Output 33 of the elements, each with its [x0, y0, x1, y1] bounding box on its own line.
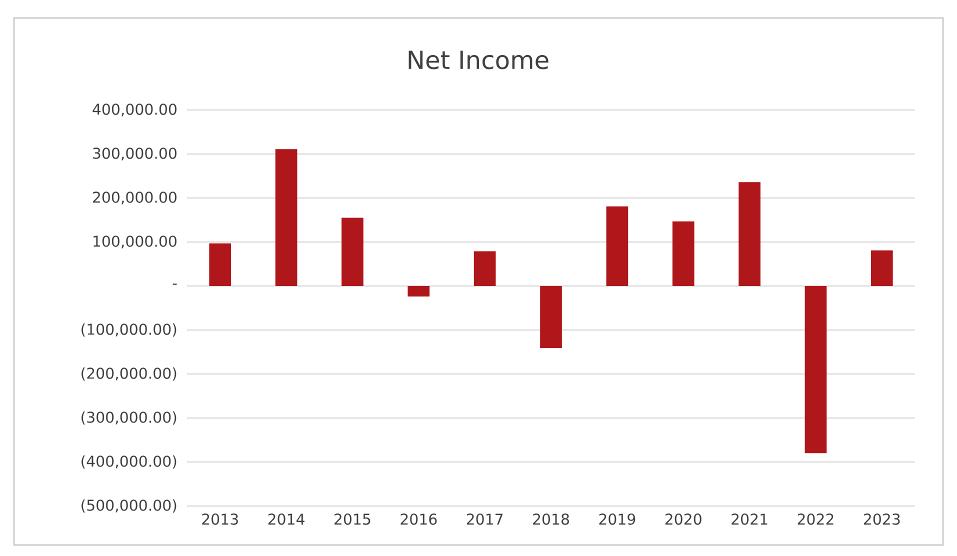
- y-tick-label: (400,000.00): [82, 455, 176, 469]
- y-tick-label: 100,000.00: [94, 236, 176, 248]
- x-tick-label: 2013: [202, 514, 238, 525]
- x-tick-label: 2014: [268, 514, 304, 525]
- y-tick-label: (200,000.00): [82, 367, 176, 381]
- bar: [275, 149, 298, 286]
- x-tick-label: 2022: [798, 514, 834, 525]
- bar: [738, 182, 760, 286]
- y-tick-label: -: [172, 284, 177, 285]
- x-tick-label: 2015: [334, 514, 370, 525]
- y-tick-label: (300,000.00): [82, 411, 176, 425]
- y-tick-label: 300,000.00: [93, 148, 176, 160]
- bar: [672, 221, 694, 286]
- chart-title: Net Income: [408, 50, 548, 70]
- bar: [209, 243, 232, 286]
- x-tick-label: 2017: [466, 514, 503, 525]
- x-tick-label: 2020: [665, 514, 702, 525]
- bar: [474, 251, 496, 286]
- y-tick-label: 400,000.00: [92, 104, 176, 116]
- y-tick-label: (500,000.00): [82, 499, 176, 513]
- bar: [804, 286, 827, 454]
- y-tick-label: 200,000.00: [93, 192, 176, 204]
- bar: [606, 206, 628, 286]
- x-tick-label: 2021: [732, 514, 768, 525]
- bar: [870, 250, 893, 286]
- y-tick-label: (100,000.00): [82, 323, 176, 337]
- bar: [540, 286, 562, 348]
- bar: [342, 218, 364, 286]
- bar: [408, 286, 430, 297]
- x-tick-label: 2018: [533, 514, 569, 525]
- x-tick-label: 2023: [864, 514, 900, 525]
- x-tick-label: 2019: [599, 514, 636, 525]
- x-tick-label: 2016: [400, 514, 437, 525]
